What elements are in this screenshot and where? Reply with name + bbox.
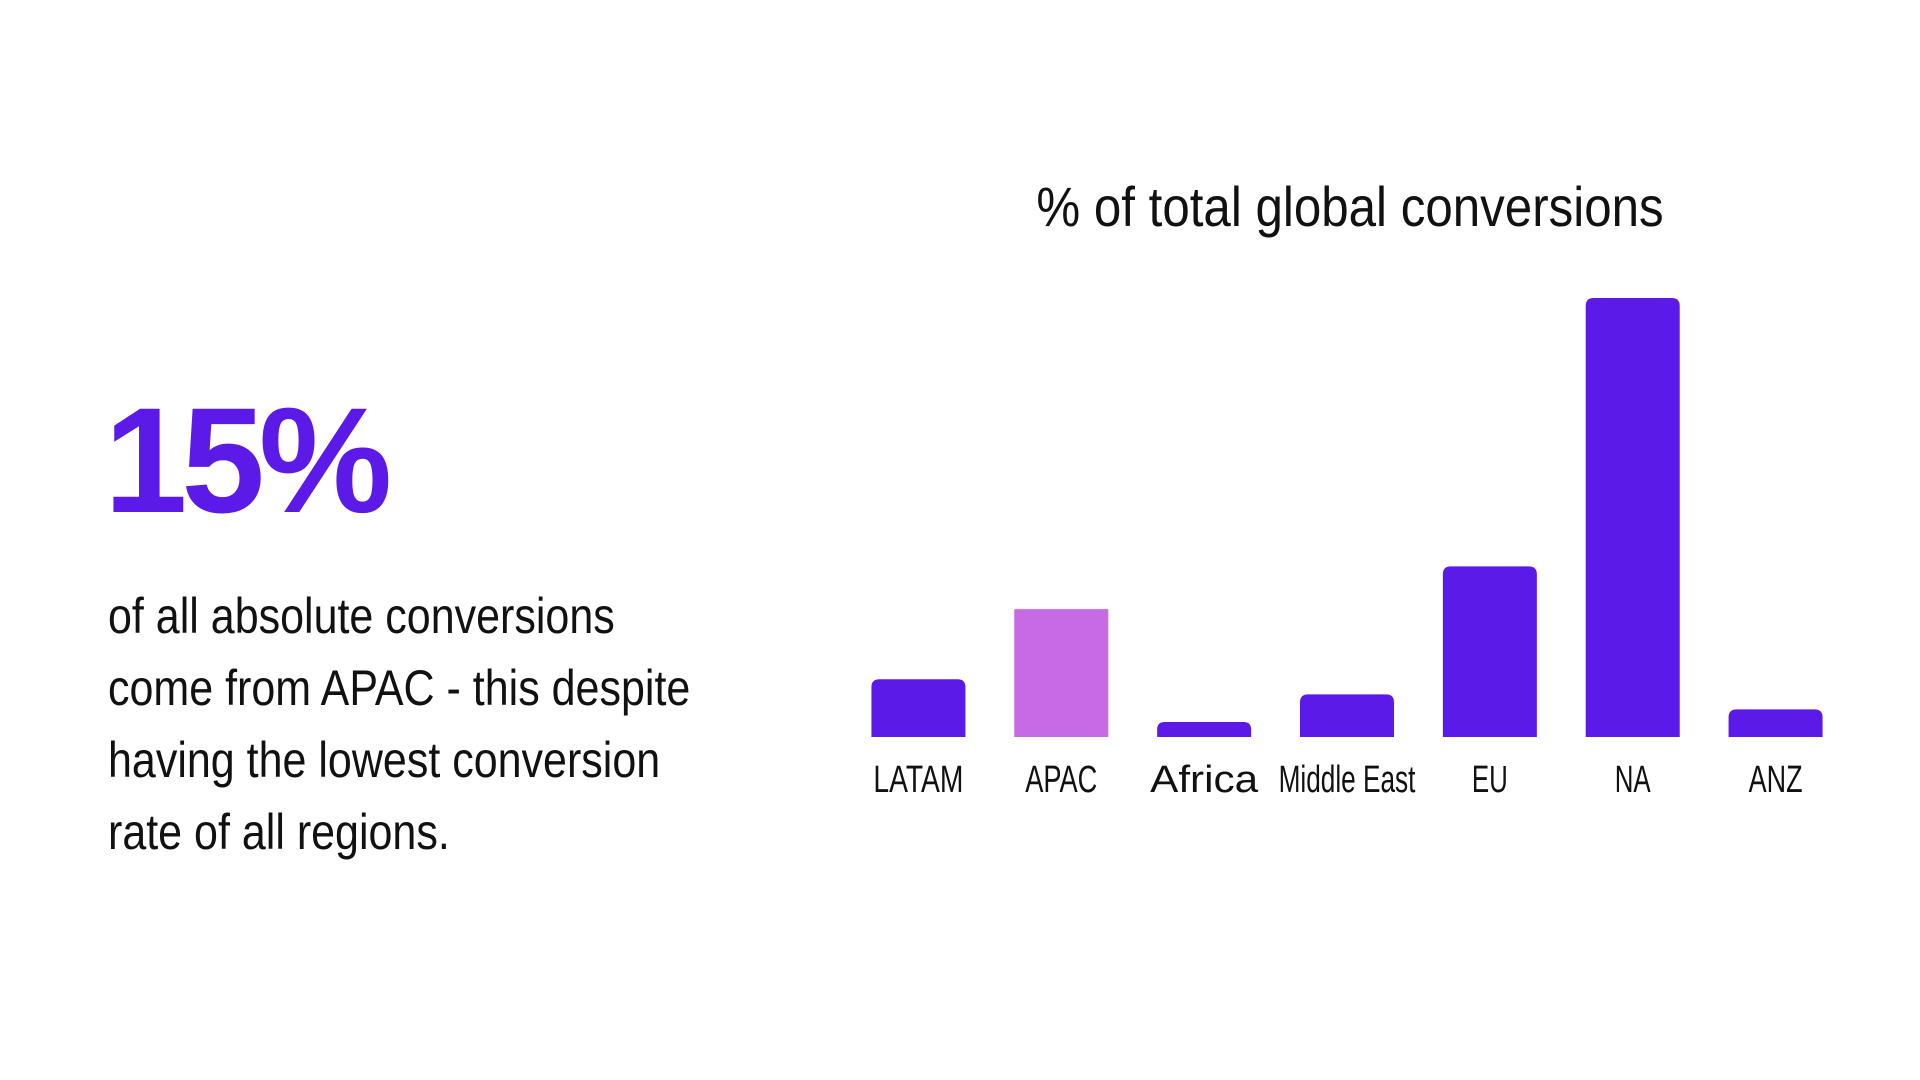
bar-middle-east <box>1300 694 1394 737</box>
x-tick-label-na: NA <box>1615 759 1651 801</box>
x-tick-label-middle-east: Middle East <box>1279 759 1416 801</box>
bar-eu <box>1442 566 1537 737</box>
x-tick-label-eu: EU <box>1472 759 1508 801</box>
x-tick-label-anz: ANZ <box>1749 759 1803 801</box>
x-tick-label-latam: LATAM <box>873 759 963 801</box>
chart-title: % of total global conversions <box>1036 175 1664 238</box>
bar-anz <box>1728 709 1823 737</box>
bar-na <box>1585 298 1680 737</box>
x-tick-label-apac: APAC <box>1025 759 1097 801</box>
x-tick-label-africa: Africa <box>1150 759 1259 801</box>
bar-latam <box>871 679 966 737</box>
headline-stat: 15% <box>104 376 392 544</box>
headline-description: of all absolute conversions come from AP… <box>108 588 691 860</box>
bar-africa <box>1157 721 1252 737</box>
bar-chart: % of total global conversions LATAM APAC A… <box>830 160 1870 860</box>
chart-svg: LATAM APAC Africa Middle East EU NA ANZ <box>871 298 1823 801</box>
bar-apac <box>1014 609 1109 737</box>
